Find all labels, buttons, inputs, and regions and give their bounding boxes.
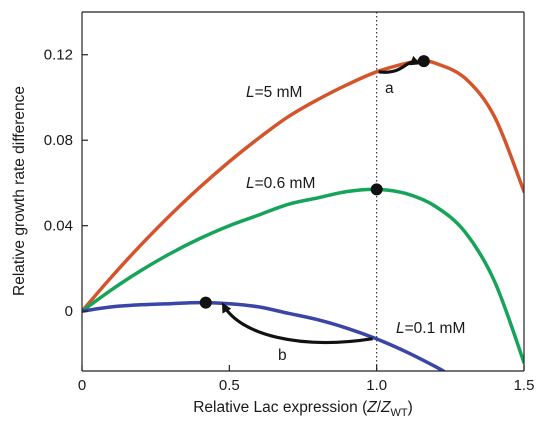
series-label-2: L=0.1 mM (396, 320, 465, 337)
x-axis-title-slash: / (377, 399, 382, 416)
annotation-arrow-b (221, 302, 373, 345)
x-axis-title-prefix: Relative Lac expression ( (193, 399, 368, 416)
series-group (82, 59, 524, 371)
x-tick-label: 1.5 (514, 377, 535, 394)
series-label-value: =5 mM (255, 84, 303, 101)
x-tick-label: 0 (78, 377, 86, 394)
series-label-var: L (396, 320, 405, 337)
optimum-marker-0 (417, 55, 430, 68)
y-axis-title: Relative growth rate difference (11, 86, 28, 296)
annotation-label-a: a (385, 80, 394, 97)
y-tick-label: 0.04 (44, 218, 73, 235)
series-label-var: L (246, 84, 255, 101)
y-tick-label: 0.08 (44, 132, 73, 149)
series-label-1: L=0.6 mM (246, 175, 315, 192)
series-label-var: L (246, 175, 255, 192)
series-label-value: =0.1 mM (405, 320, 466, 337)
x-tick-label: 1.0 (366, 377, 387, 394)
x-tick-label: 0.5 (219, 377, 240, 394)
optimum-marker-1 (370, 183, 383, 196)
y-tick-label: 0.12 (44, 47, 73, 64)
x-axis-title-subscript: WT (391, 407, 408, 419)
series-line-2 (82, 300, 447, 371)
optimum-marker-2 (199, 296, 212, 309)
x-axis-title: Relative Lac expression (Z/ZWT) (193, 399, 413, 419)
x-axis-title-var: Z (366, 399, 377, 416)
series-label-value: =0.6 mM (255, 175, 316, 192)
annotation-label-b: b (278, 347, 287, 364)
series-line-1 (82, 187, 524, 365)
x-axis-title-var2: Z (380, 399, 391, 416)
x-axis-title-suffix: ) (408, 399, 413, 416)
y-tick-label: 0 (65, 303, 73, 320)
series-label-0: L=5 mM (246, 84, 302, 101)
annotation-arrow-a (378, 55, 421, 74)
series-line-0 (82, 59, 524, 313)
